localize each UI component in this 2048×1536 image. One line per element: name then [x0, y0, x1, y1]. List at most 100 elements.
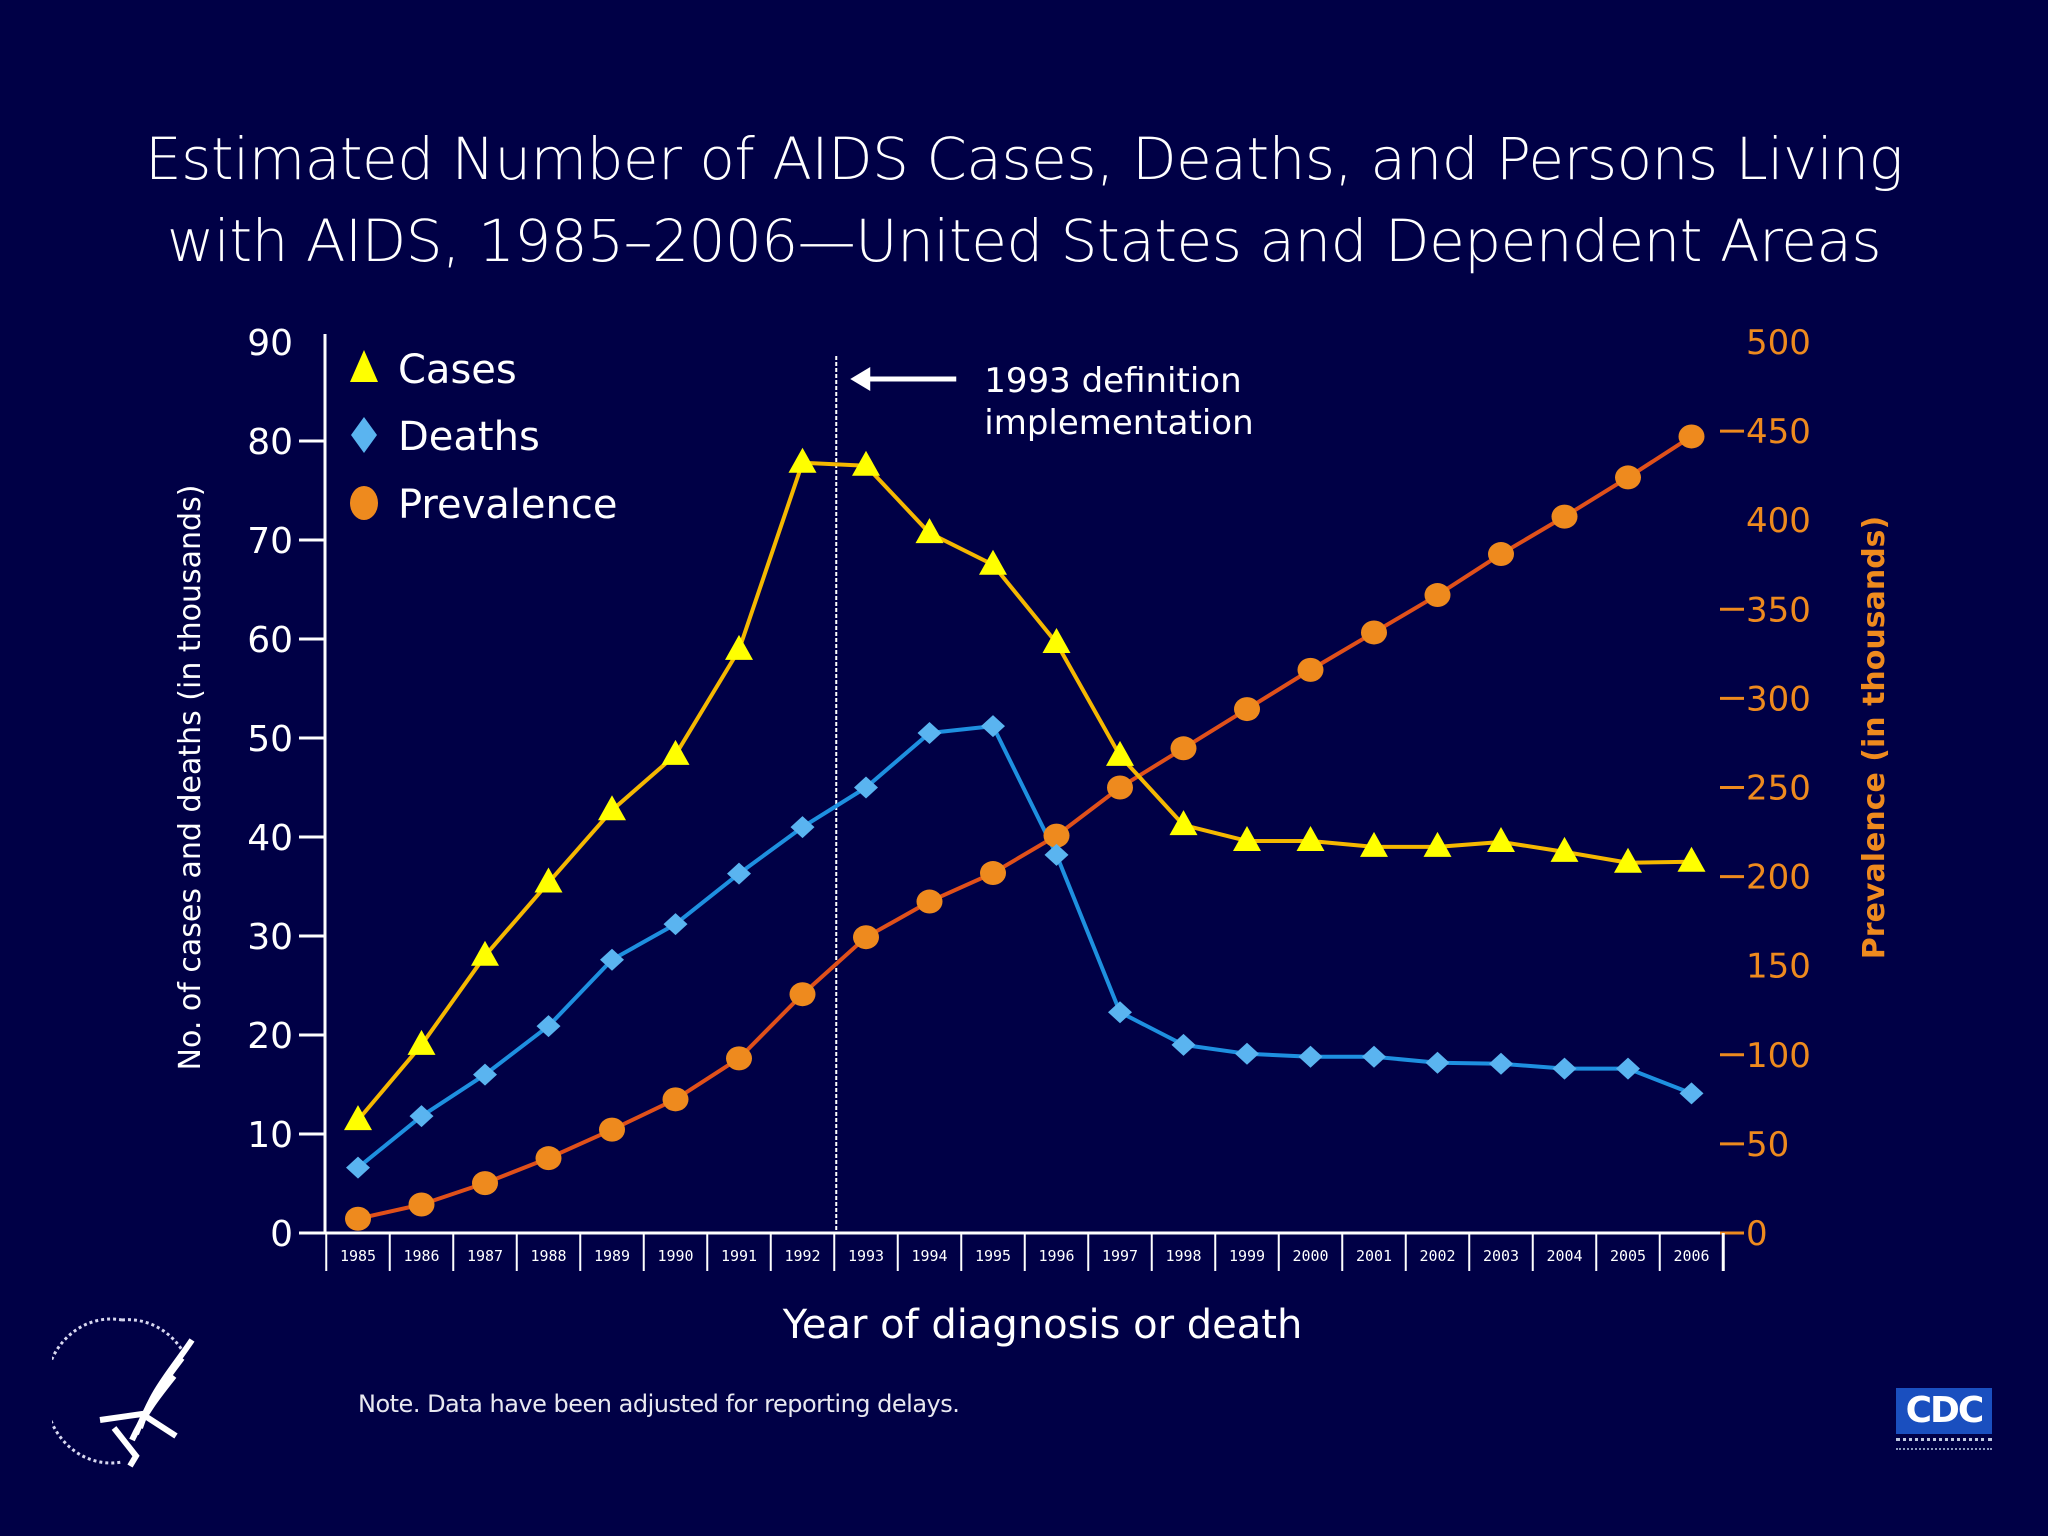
x-axis-tick-label: 1988: [530, 1247, 566, 1265]
chart-title-line2: with AIDS, 1985–2006—United States and D…: [166, 207, 1882, 275]
deaths-data-point: [1235, 1042, 1259, 1065]
deaths-data-point: [981, 715, 1005, 738]
x-axis-tick-label: 1993: [848, 1247, 884, 1265]
series-lines-layer: [356, 434, 1693, 1221]
x-axis-tick-label: 1994: [911, 1247, 947, 1265]
x-axis-tick-label: 2005: [1610, 1247, 1646, 1265]
deaths-data-point: [917, 722, 942, 745]
y-axis-right-tick-label: 150: [1746, 947, 1811, 987]
cases-data-point: [852, 450, 880, 476]
cases-data-point: [1296, 825, 1325, 851]
deaths-data-point: [1489, 1052, 1513, 1075]
prevalence-data-point: [599, 1117, 625, 1142]
x-axis-tick-label: 2003: [1483, 1247, 1519, 1265]
y-axis-right-tick-label: 50: [1746, 1125, 1789, 1165]
deaths-data-point: [346, 1156, 370, 1179]
cases-data-point: [1106, 740, 1134, 766]
x-axis-tick-label: 1990: [657, 1247, 693, 1265]
prevalence-data-point: [472, 1171, 498, 1196]
x-axis-tick-label: 1987: [467, 1247, 503, 1265]
deaths-data-point: [1298, 1045, 1323, 1068]
x-axis-tick-label: 1991: [721, 1247, 757, 1265]
deaths-data-point: [600, 948, 624, 971]
prevalence-data-point: [1678, 424, 1705, 449]
x-axis-tick-label: 1985: [340, 1247, 376, 1265]
prevalence-data-point: [1043, 823, 1070, 848]
prevalence-data-point: [1107, 775, 1133, 800]
cases-data-point: [979, 549, 1007, 575]
deaths-data-point: [854, 776, 878, 799]
cases-data-point: [1487, 826, 1515, 852]
deaths-data-point: [1044, 843, 1069, 866]
deaths-data-point: [727, 862, 751, 885]
prevalence-data-point: [726, 1046, 752, 1071]
legend-prevalence-circle-icon: [350, 486, 378, 520]
annotation-text-line2: implementation: [984, 403, 1253, 443]
prevalence-data-point: [1234, 697, 1260, 722]
x-axis-tick-label: 1998: [1165, 1247, 1201, 1265]
legend-deaths-label: Deaths: [398, 414, 540, 460]
x-axis-tick-label: 2006: [1673, 1247, 1709, 1265]
y-axis-left-tick-label: 50: [247, 719, 293, 760]
axis-labels-layer: 0 10 20 30 40 50 60 70 80 90 0 50 100 150 200 250 300 350…: [173, 323, 1892, 1348]
cases-data-point: [725, 634, 753, 660]
y-axis-right-tick-label: 400: [1746, 501, 1811, 541]
x-axis-tick-label: 1992: [784, 1247, 820, 1265]
annotation-arrow-icon: [850, 367, 871, 391]
prevalence-data-point: [662, 1087, 689, 1112]
y-axis-right-tick-label: 450: [1746, 412, 1811, 452]
x-axis-title: Year of diagnosis or death: [782, 1302, 1303, 1348]
y-axis-left-tick-label: 80: [247, 422, 293, 463]
deaths-data-point: [536, 1015, 561, 1038]
prevalence-data-point: [1297, 657, 1324, 682]
deaths-data-point: [1108, 1001, 1132, 1024]
prevalence-data-point: [345, 1206, 371, 1231]
cases-data-point: [598, 795, 626, 821]
x-axis-tick-label: 1997: [1102, 1247, 1138, 1265]
y-axis-right-tick-label: 250: [1746, 769, 1811, 809]
legend-deaths-diamond-icon: [351, 417, 377, 453]
y-axis-right-tick-label: 300: [1746, 679, 1811, 719]
cases-data-point: [1169, 810, 1198, 836]
deaths-data-point: [1425, 1051, 1450, 1074]
y-axis-right-tick-label: 200: [1746, 858, 1811, 898]
prevalence-data-point: [916, 889, 943, 914]
cdc-logo-subtitle-line: [1896, 1438, 1992, 1445]
y-axis-right-title: Prevalence (in thousands): [1857, 516, 1892, 959]
x-axis-tick-label: 1989: [594, 1247, 630, 1265]
deaths-data-point: [1679, 1082, 1704, 1105]
series-markers-layer: [344, 424, 1706, 1231]
y-axis-right-tick-label: 100: [1746, 1036, 1811, 1076]
cases-data-point: [661, 739, 690, 765]
deaths-data-point: [1171, 1033, 1196, 1056]
y-axis-right-tick-label: 0: [1746, 1214, 1768, 1254]
prevalence-data-point: [789, 982, 816, 1007]
x-axis-tick-label: 2004: [1546, 1247, 1582, 1265]
deaths-series-line: [356, 724, 1693, 1170]
cdc-logo-text: CDC: [1896, 1388, 1992, 1434]
cdc-logo-subtitle-line-2: [1896, 1448, 1992, 1454]
deaths-data-point: [790, 816, 815, 839]
y-axis-left-tick-label: 40: [247, 818, 293, 859]
y-axis-left-tick-label: 60: [247, 620, 293, 661]
x-axis-tick-label: 1999: [1229, 1247, 1265, 1265]
cases-data-point: [1423, 831, 1452, 857]
cases-data-point: [534, 867, 563, 893]
prevalence-data-point: [980, 861, 1006, 886]
legend-cases-label: Cases: [398, 347, 517, 393]
y-axis-left-tick-label: 90: [247, 323, 293, 364]
cases-data-point: [344, 1105, 372, 1131]
cases-data-point: [1614, 847, 1642, 873]
deaths-data-point: [1616, 1057, 1640, 1080]
footnote: Note. Data have been adjusted for report…: [358, 1390, 960, 1418]
cases-data-point: [788, 447, 817, 473]
y-axis-left-tick-label: 0: [270, 1214, 293, 1255]
y-axis-left-title: No. of cases and deaths (in thousands): [173, 485, 208, 1071]
chart-title-line1: Estimated Number of AIDS Cases, Deaths, …: [145, 125, 1903, 193]
axes-layer: [299, 334, 1744, 1271]
cases-data-point: [1550, 836, 1579, 862]
cases-data-point: [1042, 627, 1071, 653]
deaths-data-point: [1362, 1045, 1386, 1068]
